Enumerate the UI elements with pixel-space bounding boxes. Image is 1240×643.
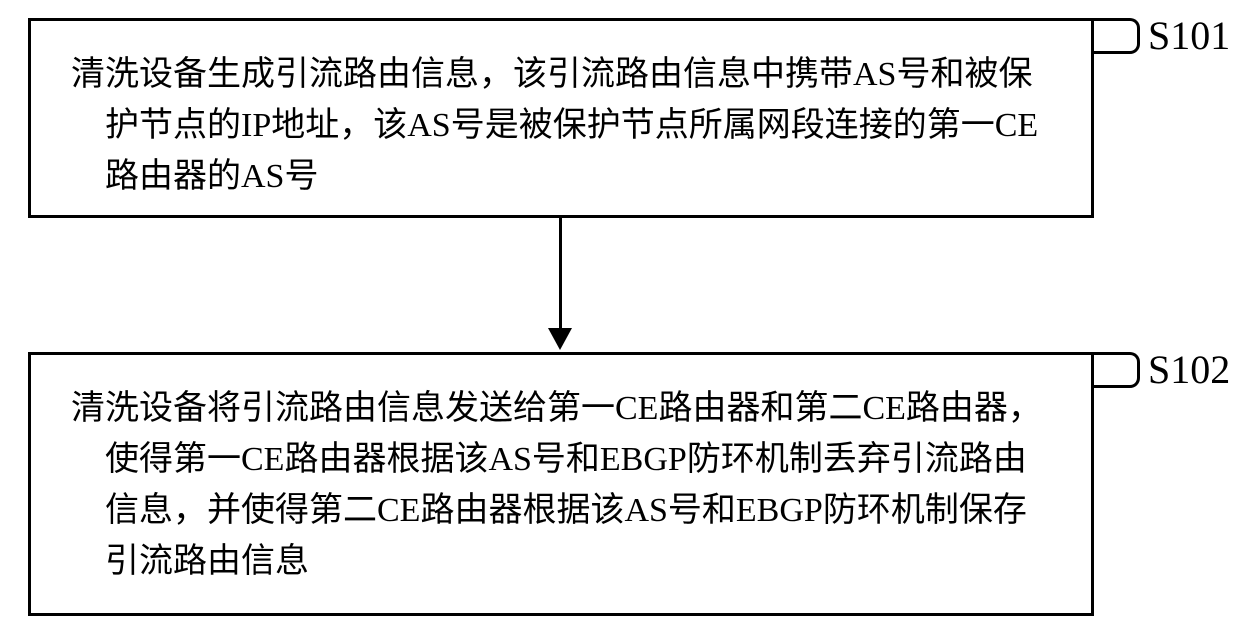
label-bracket-s102 — [1094, 352, 1140, 388]
arrow-head-icon — [548, 328, 572, 350]
step-label-s101: S101 — [1148, 12, 1230, 59]
step-text-s102: 清洗设备将引流路由信息发送给第一CE路由器和第二CE路由器，使得第一CE路由器根… — [105, 383, 1051, 587]
flowchart-container: 清洗设备生成引流路由信息，该引流路由信息中携带AS号和被保护节点的IP地址，该A… — [0, 0, 1240, 643]
step-box-s101: 清洗设备生成引流路由信息，该引流路由信息中携带AS号和被保护节点的IP地址，该A… — [28, 18, 1094, 218]
arrow-line — [559, 218, 562, 328]
step-box-s102: 清洗设备将引流路由信息发送给第一CE路由器和第二CE路由器，使得第一CE路由器根… — [28, 352, 1094, 616]
label-bracket-s101 — [1094, 18, 1140, 54]
step-label-s102: S102 — [1148, 346, 1230, 393]
step-text-s101: 清洗设备生成引流路由信息，该引流路由信息中携带AS号和被保护节点的IP地址，该A… — [105, 49, 1051, 202]
